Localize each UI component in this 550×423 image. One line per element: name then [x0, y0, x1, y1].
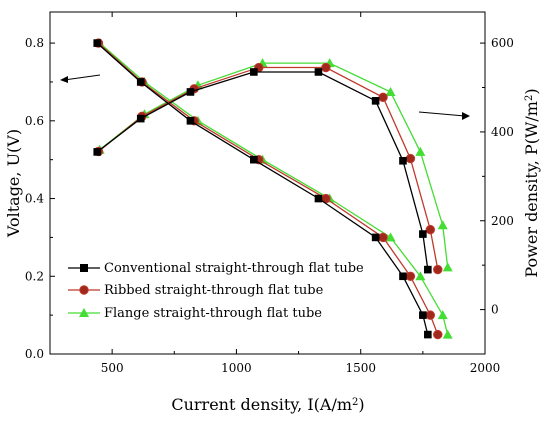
voltage-point-conventional — [399, 272, 407, 281]
power-point-conventional — [399, 156, 407, 165]
voltage-point-conventional — [314, 194, 323, 203]
x-axis-title-sup: 2 — [352, 397, 358, 408]
legend: Conventional straight-through flat tube … — [68, 261, 364, 321]
series-conventional — [93, 39, 432, 339]
y-left-axis-title: Voltage, U(V) — [4, 129, 23, 238]
power-point-ribbed — [425, 224, 436, 235]
power-point-ribbed — [321, 62, 331, 73]
power-point-flange — [437, 220, 448, 230]
power-point-flange — [385, 86, 396, 96]
y-left-tick-label: 0.8 — [25, 36, 44, 50]
voltage-point-flange — [442, 329, 453, 339]
voltage-point-conventional — [419, 311, 427, 319]
voltage-point-flange — [437, 310, 448, 320]
legend-marker-triangle — [79, 308, 89, 317]
voltage-point-ribbed — [433, 329, 443, 340]
power-point-conventional — [424, 265, 432, 274]
y-right-tick-label: 600 — [491, 36, 514, 50]
voltage-point-conventional — [93, 39, 102, 47]
y-right-axis-title-main: Power density, P(W/m — [522, 101, 541, 278]
ticks: 500 1000 1500 2000 0.0 0.2 0.4 0.6 0.8 0 200 400 600 — [25, 12, 514, 375]
right-axis-arrow-head — [462, 112, 470, 120]
x-tick-label: 1500 — [345, 361, 376, 375]
voltage-point-conventional — [136, 78, 145, 86]
y-right-axis-title: Power density, P(W/m2) — [522, 88, 541, 277]
voltage-point-conventional — [250, 155, 258, 164]
plot-area-border — [49, 11, 486, 355]
power-point-ribbed — [405, 153, 416, 164]
left-axis-arrow-head — [60, 76, 68, 83]
y-left-tick-label: 0.0 — [25, 347, 44, 361]
left-axis-arrow-shaft — [63, 74, 101, 81]
x-axis-title-main: Current density, I(A/m — [171, 395, 352, 414]
voltage-point-conventional — [371, 233, 380, 242]
x-tick-label: 1000 — [221, 361, 252, 375]
voltage-point-conventional — [424, 330, 432, 339]
voltage-point-ribbed — [378, 232, 388, 243]
legend-label-conventional: Conventional straight-through flat tube — [104, 261, 364, 276]
legend-marker-circle — [79, 285, 89, 295]
x-tick-label: 2000 — [470, 361, 501, 375]
right-axis-arrow-shaft — [418, 111, 466, 117]
x-axis-title-end: ) — [358, 395, 364, 414]
legend-item-flange: Flange straight-through flat tube — [68, 306, 322, 321]
axis-arrows — [60, 74, 470, 120]
power-point-conventional — [93, 148, 102, 156]
power-point-flange — [415, 146, 426, 156]
power-point-conventional — [371, 97, 380, 105]
legend-marker-square — [80, 264, 88, 272]
legend-item-conventional: Conventional straight-through flat tube — [68, 261, 364, 276]
power-point-conventional — [250, 68, 258, 76]
power-point-flange — [442, 262, 453, 272]
power-point-conventional — [186, 88, 195, 96]
voltage-point-flange — [385, 232, 396, 242]
series-layer — [93, 38, 453, 340]
legend-label-ribbed: Ribbed straight-through flat tube — [104, 283, 324, 298]
y-right-tick-label: 400 — [491, 125, 514, 139]
y-left-tick-label: 0.6 — [25, 114, 44, 128]
legend-label-flange: Flange straight-through flat tube — [104, 306, 322, 321]
power-point-conventional — [136, 114, 145, 123]
power-point-ribbed — [433, 264, 443, 275]
power-point-conventional — [314, 68, 323, 76]
y-right-axis-title-sup: 2 — [524, 95, 535, 101]
legend-item-ribbed: Ribbed straight-through flat tube — [68, 283, 324, 298]
voltage-point-flange — [415, 271, 426, 281]
y-right-tick-label: 200 — [491, 214, 514, 228]
y-right-tick-label: 0 — [491, 303, 499, 317]
x-tick-label: 500 — [101, 361, 124, 375]
x-axis-title: Current density, I(A/m2) — [171, 395, 364, 414]
power-line-flange — [99, 62, 449, 268]
power-point-ribbed — [378, 92, 388, 102]
voltage-point-ribbed — [425, 310, 436, 320]
voltage-point-ribbed — [405, 271, 416, 281]
plot-frame — [49, 11, 486, 355]
power-point-conventional — [419, 230, 427, 238]
y-left-tick-label: 0.4 — [25, 192, 44, 206]
y-right-axis-title-end: ) — [522, 88, 541, 94]
y-left-tick-label: 0.2 — [25, 269, 44, 283]
voltage-point-conventional — [186, 117, 195, 125]
